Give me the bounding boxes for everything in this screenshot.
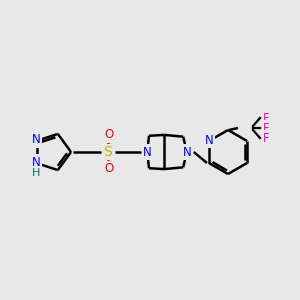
Text: F: F (263, 122, 269, 134)
Text: F: F (263, 112, 269, 124)
Text: F: F (263, 131, 269, 145)
Text: S: S (103, 145, 112, 159)
Text: N: N (32, 156, 41, 169)
Text: N: N (205, 134, 213, 146)
Text: N: N (32, 133, 41, 146)
Text: H: H (32, 168, 40, 178)
Text: N: N (143, 146, 152, 158)
Text: N: N (182, 146, 191, 158)
Text: O: O (104, 163, 114, 176)
Text: O: O (104, 128, 114, 142)
